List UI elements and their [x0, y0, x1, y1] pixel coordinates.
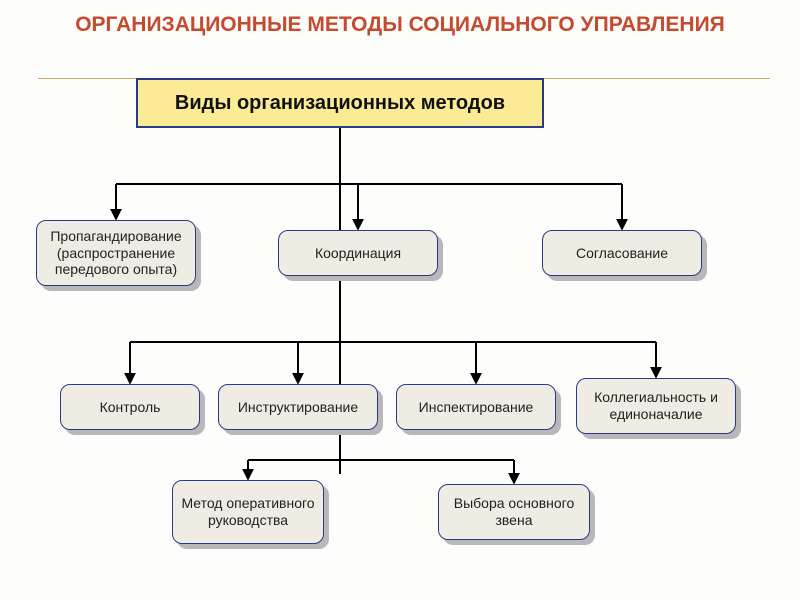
- page-title: ОРГАНИЗАЦИОННЫЕ МЕТОДЫ СОЦИАЛЬНОГО УПРАВ…: [0, 0, 800, 38]
- node-label: Коллегиальность и единоначалие: [583, 389, 729, 423]
- node-selection: Выбора основного звена: [438, 484, 590, 540]
- node-label: Пропагандирование (распространение перед…: [43, 228, 189, 278]
- node-label: Метод оперативного руководства: [179, 495, 317, 529]
- root-label: Виды организационных методов: [175, 92, 505, 115]
- node-propaganda: Пропагандирование (распространение перед…: [36, 220, 196, 286]
- node-label: Инструктирование: [238, 399, 358, 416]
- node-agreement: Согласование: [542, 230, 702, 276]
- node-label: Контроль: [100, 399, 161, 416]
- node-coordination: Координация: [278, 230, 438, 276]
- node-control: Контроль: [60, 384, 200, 430]
- node-inspect: Инспектирование: [396, 384, 556, 430]
- root-node: Виды организационных методов: [136, 78, 544, 128]
- node-operative: Метод оперативного руководства: [172, 480, 324, 544]
- node-collegial: Коллегиальность и единоначалие: [576, 378, 736, 434]
- node-label: Выбора основного звена: [445, 495, 583, 529]
- node-label: Согласование: [576, 245, 668, 262]
- node-label: Координация: [315, 245, 401, 262]
- node-instruct: Инструктирование: [218, 384, 378, 430]
- node-label: Инспектирование: [419, 399, 534, 416]
